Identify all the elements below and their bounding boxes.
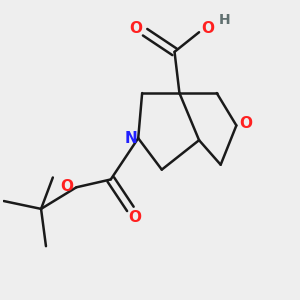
Text: O: O [201,21,214,36]
Text: O: O [240,116,253,131]
Text: O: O [128,210,141,225]
Text: N: N [125,131,138,146]
Text: O: O [60,179,73,194]
Text: O: O [129,21,142,36]
Text: H: H [219,14,230,27]
